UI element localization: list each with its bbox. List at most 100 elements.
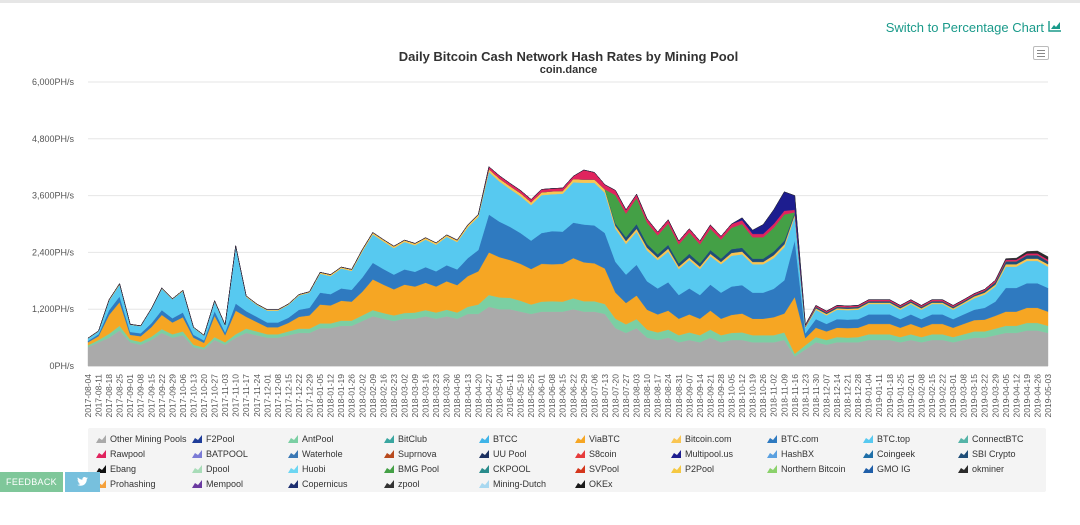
- x-tick-label: 2018-01-26: [347, 374, 357, 418]
- legend-item[interactable]: GMO IG: [863, 464, 957, 474]
- legend-item[interactable]: UU Pool: [479, 449, 573, 459]
- legend-swatch-icon: [958, 450, 968, 458]
- x-tick-label: 2018-12-28: [853, 374, 863, 418]
- legend-item[interactable]: SBI Crypto: [958, 449, 1052, 459]
- x-tick-label: 2018-08-24: [663, 374, 673, 418]
- legend-item[interactable]: Mining-Dutch: [479, 479, 573, 489]
- legend-swatch-icon: [479, 480, 489, 488]
- legend-label: F2Pool: [206, 434, 235, 444]
- x-tick-label: 2017-10-20: [199, 374, 209, 418]
- chart-legend: Other Mining Pools F2Pool AntPool BitClub BT…: [88, 428, 1046, 492]
- x-tick-label: 2018-04-20: [473, 374, 483, 418]
- legend-item[interactable]: okminer: [958, 464, 1052, 474]
- legend-swatch-icon: [96, 435, 106, 443]
- y-tick-label: 1,200PH/s: [32, 304, 75, 314]
- legend-item[interactable]: Dpool: [192, 464, 286, 474]
- x-tick-label: 2018-10-19: [748, 374, 758, 418]
- legend-label: Mempool: [206, 479, 244, 489]
- x-tick-label: 2019-01-04: [864, 374, 874, 418]
- feedback-button[interactable]: FEEDBACK: [0, 472, 63, 492]
- legend-item[interactable]: AntPool: [288, 434, 382, 444]
- legend-item[interactable]: BMG Pool: [384, 464, 478, 474]
- x-tick-label: 2017-11-24: [252, 374, 262, 417]
- x-tick-label: 2018-11-02: [769, 374, 779, 417]
- legend-item[interactable]: S8coin: [575, 449, 669, 459]
- x-tick-label: 2018-11-30: [811, 374, 821, 417]
- x-tick-label: 2017-12-22: [294, 374, 304, 418]
- legend-item[interactable]: Ebang: [96, 464, 190, 474]
- x-tick-label: 2018-05-18: [516, 374, 526, 418]
- legend-item[interactable]: BitClub: [384, 434, 478, 444]
- hamburger-menu-icon[interactable]: [1033, 46, 1049, 60]
- x-tick-label: 2018-07-13: [600, 374, 610, 418]
- legend-swatch-icon: [288, 465, 298, 473]
- legend-item[interactable]: Coingeek: [863, 449, 957, 459]
- legend-item[interactable]: BTC.top: [863, 434, 957, 444]
- legend-item[interactable]: Waterhole: [288, 449, 382, 459]
- x-tick-label: 2017-08-04: [83, 374, 93, 418]
- x-tick-label: 2019-04-05: [1001, 374, 1011, 418]
- x-tick-label: 2019-01-25: [895, 374, 905, 418]
- legend-item[interactable]: BTC.com: [767, 434, 861, 444]
- legend-item[interactable]: BATPOOL: [192, 449, 286, 459]
- x-tick-label: 2018-11-16: [790, 374, 800, 417]
- legend-label: CKPOOL: [493, 464, 531, 474]
- x-tick-label: 2018-11-09: [779, 374, 789, 417]
- legend-item[interactable]: Huobi: [288, 464, 382, 474]
- x-tick-label: 2017-12-29: [305, 374, 315, 418]
- legend-swatch-icon: [767, 435, 777, 443]
- legend-item[interactable]: HashBX: [767, 449, 861, 459]
- legend-item[interactable]: ConnectBTC: [958, 434, 1052, 444]
- x-tick-label: 2018-04-27: [484, 374, 494, 418]
- x-tick-label: 2018-06-29: [579, 374, 589, 418]
- x-tick-label: 2017-12-08: [273, 374, 283, 418]
- legend-item[interactable]: Northern Bitcoin: [767, 464, 861, 474]
- x-tick-label: 2018-05-04: [494, 374, 504, 418]
- legend-label: Suprnova: [398, 449, 437, 459]
- legend-swatch-icon: [192, 435, 202, 443]
- legend-item[interactable]: OKEx: [575, 479, 669, 489]
- x-tick-label: 2019-02-08: [916, 374, 926, 418]
- legend-label: Rawpool: [110, 449, 146, 459]
- legend-item[interactable]: Other Mining Pools: [96, 434, 190, 444]
- legend-item[interactable]: P2Pool: [671, 464, 765, 474]
- legend-swatch-icon: [958, 465, 968, 473]
- legend-swatch-icon: [671, 435, 681, 443]
- area-chart-icon: [1048, 20, 1062, 35]
- legend-item[interactable]: Suprnova: [384, 449, 478, 459]
- x-tick-label: 2018-07-20: [610, 374, 620, 418]
- x-tick-label: 2018-02-23: [389, 374, 399, 418]
- x-tick-label: 2018-06-01: [537, 374, 547, 418]
- legend-item[interactable]: CKPOOL: [479, 464, 573, 474]
- legend-item[interactable]: ViaBTC: [575, 434, 669, 444]
- legend-item[interactable]: F2Pool: [192, 434, 286, 444]
- legend-label: AntPool: [302, 434, 334, 444]
- x-tick-label: 2017-11-17: [241, 374, 251, 417]
- legend-swatch-icon: [192, 465, 202, 473]
- legend-swatch-icon: [384, 465, 394, 473]
- legend-item[interactable]: Rawpool: [96, 449, 190, 459]
- y-tick-label: 2,400PH/s: [32, 247, 75, 257]
- legend-label: GMO IG: [877, 464, 911, 474]
- legend-item[interactable]: Mempool: [192, 479, 286, 489]
- legend-item[interactable]: SVPool: [575, 464, 669, 474]
- legend-item[interactable]: Multipool.us: [671, 449, 765, 459]
- x-tick-label: 2018-11-23: [800, 374, 810, 417]
- switch-percentage-chart-link[interactable]: Switch to Percentage Chart: [886, 20, 1062, 35]
- legend-item[interactable]: Bitcoin.com: [671, 434, 765, 444]
- legend-item[interactable]: Prohashing: [96, 479, 190, 489]
- x-tick-label: 2019-02-01: [906, 374, 916, 418]
- legend-label: UU Pool: [493, 449, 527, 459]
- x-tick-label: 2019-03-15: [969, 374, 979, 418]
- legend-label: Huobi: [302, 464, 326, 474]
- x-tick-label: 2017-08-25: [115, 374, 125, 418]
- legend-item[interactable]: BTCC: [479, 434, 573, 444]
- legend-item[interactable]: zpool: [384, 479, 478, 489]
- legend-label: P2Pool: [685, 464, 715, 474]
- x-tick-label: 2019-04-19: [1022, 374, 1032, 418]
- twitter-button[interactable]: [65, 472, 100, 492]
- legend-swatch-icon: [575, 450, 585, 458]
- legend-swatch-icon: [479, 435, 489, 443]
- y-tick-label: 4,800PH/s: [32, 134, 75, 144]
- legend-item[interactable]: Copernicus: [288, 479, 382, 489]
